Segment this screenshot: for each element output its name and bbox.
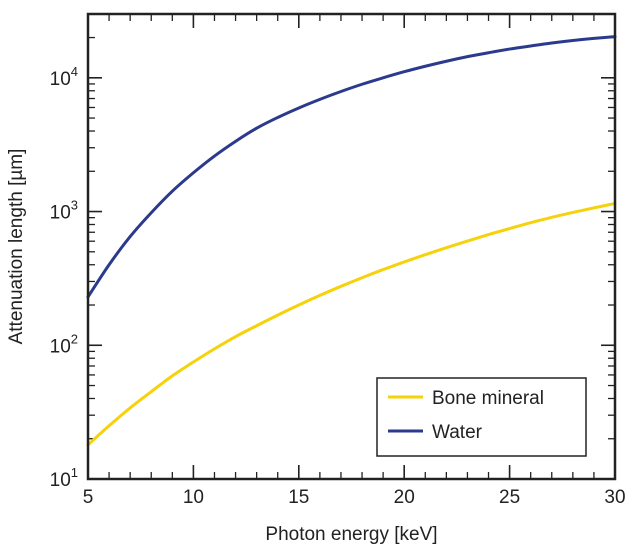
x-tick-label: 25 <box>499 487 520 508</box>
series-line-water <box>86 35 617 299</box>
legend: Bone mineral Water <box>376 377 587 457</box>
y-tick-label: 101 <box>50 465 78 491</box>
plot-frame <box>86 12 617 481</box>
series-layer <box>86 35 617 447</box>
y-axis-label: Attenuation length [µm] <box>6 149 27 345</box>
y-tick-label: 104 <box>50 64 78 90</box>
y-tick-label: 103 <box>50 198 78 224</box>
x-tick-label: 5 <box>83 487 94 508</box>
y-tick-label: 102 <box>50 331 78 357</box>
series-line-bone-mineral <box>86 201 617 447</box>
x-tick-label: 30 <box>604 487 625 508</box>
legend-label-water: Water <box>432 422 483 443</box>
x-tick-label: 10 <box>183 487 204 508</box>
x-tick-label: 20 <box>394 487 415 508</box>
x-tick-labels: 5 10 15 20 25 30 <box>83 487 626 508</box>
x-axis-label: Photon energy [keV] <box>265 524 437 545</box>
legend-label-bone-mineral: Bone mineral <box>432 388 544 409</box>
x-tick-label: 15 <box>288 487 309 508</box>
y-tick-labels: 101 102 103 104 <box>50 64 78 491</box>
legend-box <box>376 377 587 457</box>
